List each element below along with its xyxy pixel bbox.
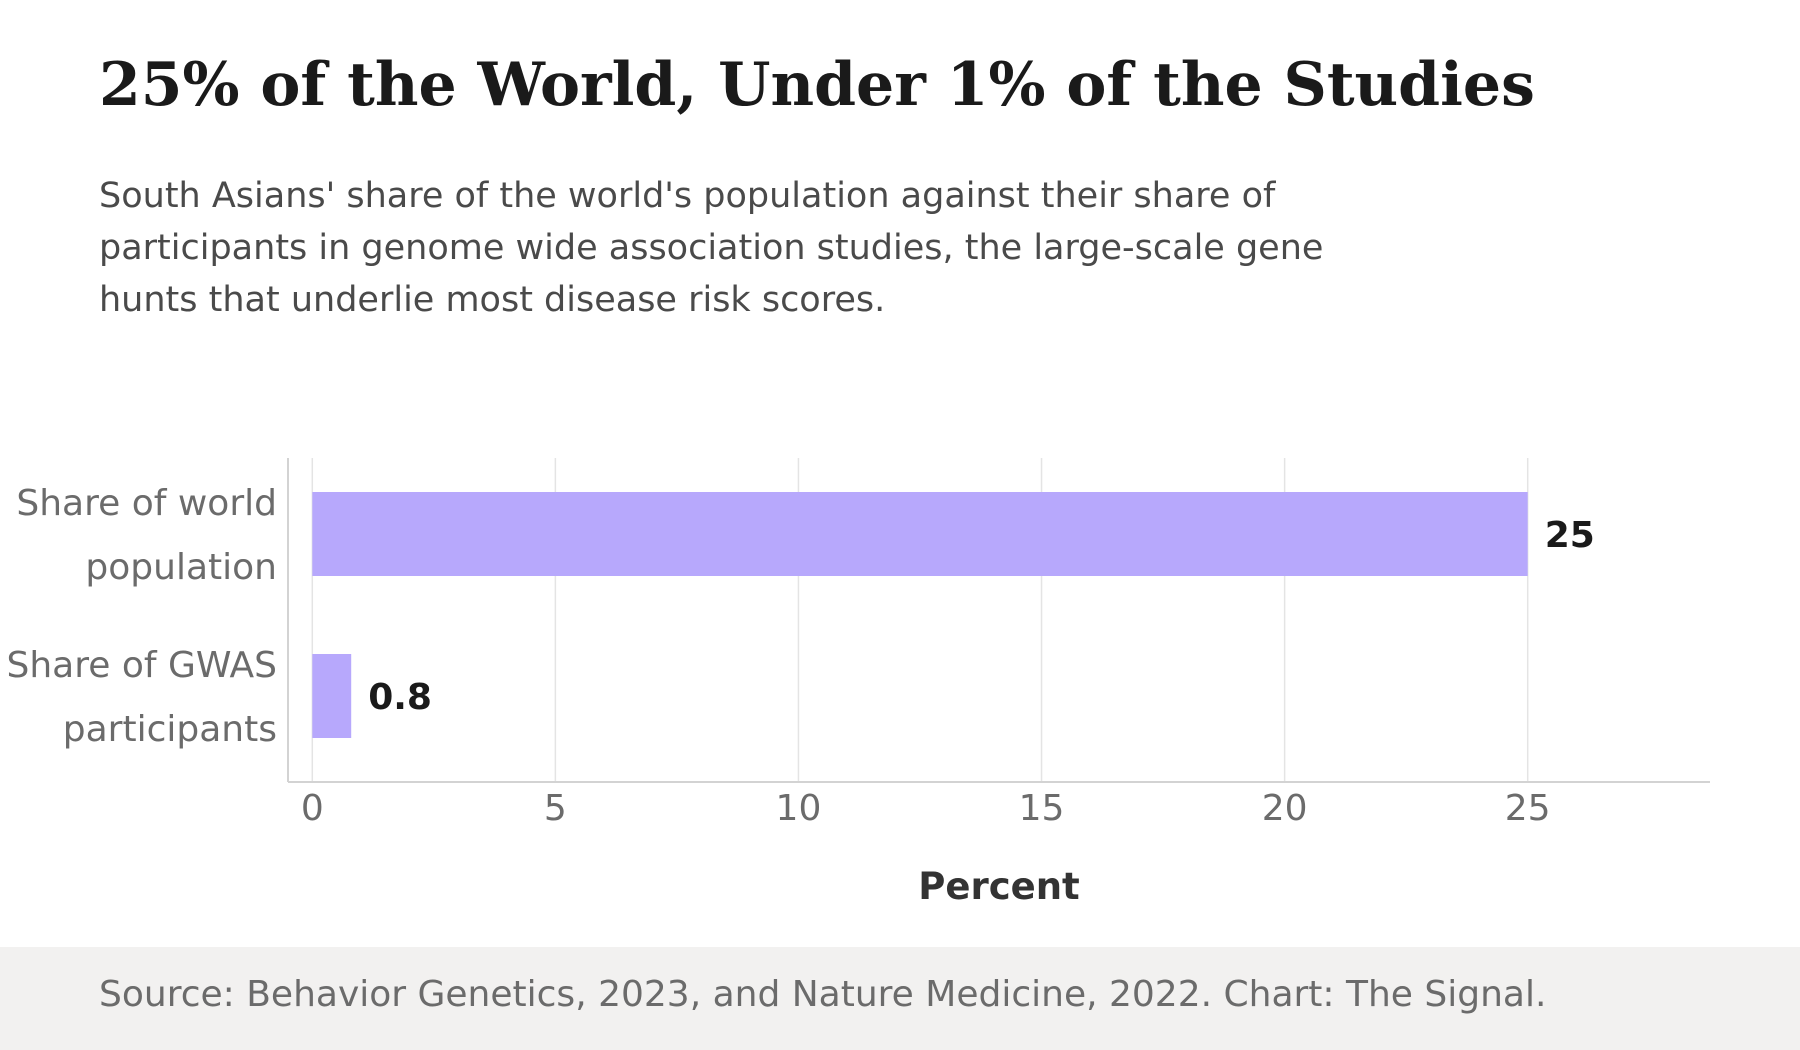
bar-chart: 25 Share of world population 0.8 Share of GW…	[7, 458, 1710, 908]
data-label: 25	[1545, 515, 1595, 556]
x-tick-label: 5	[544, 788, 567, 829]
bar	[312, 654, 352, 738]
chart-title: 25% of the World, Under 1% of the Studie…	[99, 50, 1535, 120]
x-tick-label: 0	[301, 788, 324, 829]
bar	[312, 492, 1528, 576]
footer	[0, 947, 1800, 1050]
x-axis-title: Percent	[918, 865, 1080, 908]
source-note: Source: Behavior Genetics, 2023, and Nat…	[99, 974, 1547, 1015]
category-label: Share of GWAS participants	[7, 645, 277, 750]
chart-subtitle: South Asians' share of the world's popul…	[99, 176, 1324, 320]
category-label: Share of world population	[16, 483, 277, 588]
x-tick-label: 20	[1262, 788, 1308, 829]
x-tick-label: 10	[776, 788, 822, 829]
data-label: 0.8	[368, 677, 432, 718]
x-tick-label: 15	[1019, 788, 1065, 829]
x-tick-label: 25	[1505, 788, 1551, 829]
